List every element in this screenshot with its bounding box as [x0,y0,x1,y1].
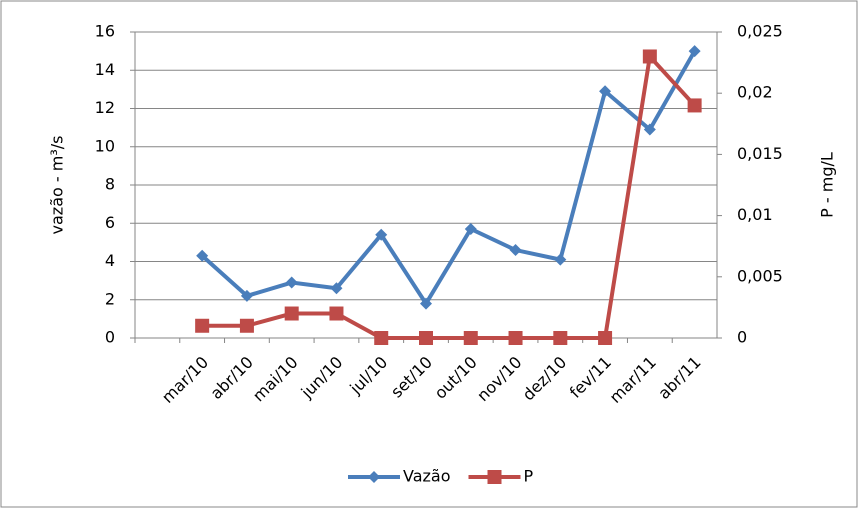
y-tick-label: 14 [95,60,115,79]
y2-tick-label: 0,01 [737,205,773,224]
y2-tick-label: 0,015 [737,144,783,163]
y-tick-label: 6 [105,213,115,232]
y-tick-label: 10 [95,136,115,155]
marker [240,289,253,302]
marker [368,471,380,483]
marker [239,318,254,333]
marker [329,306,344,321]
y-tick-label: 4 [105,251,115,270]
marker [330,282,343,295]
y-tick-label: 0 [105,328,115,347]
marker [643,123,656,136]
marker [284,306,299,321]
y2-tick-label: 0,005 [737,266,783,285]
marker [374,331,389,345]
marker [508,331,523,345]
series-line [202,52,697,340]
marker [375,228,388,241]
marker [553,331,568,345]
y-tick-label: 16 [95,22,115,41]
marker [487,470,502,484]
marker [285,276,298,289]
legend-label: Vazão [403,467,451,486]
marker [464,222,477,235]
series-line [200,50,697,308]
y-tick-label: 12 [95,98,115,117]
y2-tick-label: 0,02 [737,83,773,102]
marker [509,244,522,257]
y-axis-title: vazão - m³/s [48,136,67,235]
marker [554,253,567,266]
marker [196,249,209,262]
marker [642,49,657,64]
y2-tick-label: 0,025 [737,22,783,41]
y-tick-label: 8 [105,175,115,194]
marker [598,331,613,345]
marker [420,297,432,310]
legend-label: P [524,467,534,486]
marker [463,331,478,345]
marker [599,85,612,98]
y2-axis-title: P - mg/L [818,152,837,218]
y2-tick-label: 0 [737,328,747,347]
marker [195,318,210,333]
marker [419,331,433,345]
marker [687,98,702,113]
marker [688,45,701,58]
y-tick-label: 2 [105,289,115,308]
